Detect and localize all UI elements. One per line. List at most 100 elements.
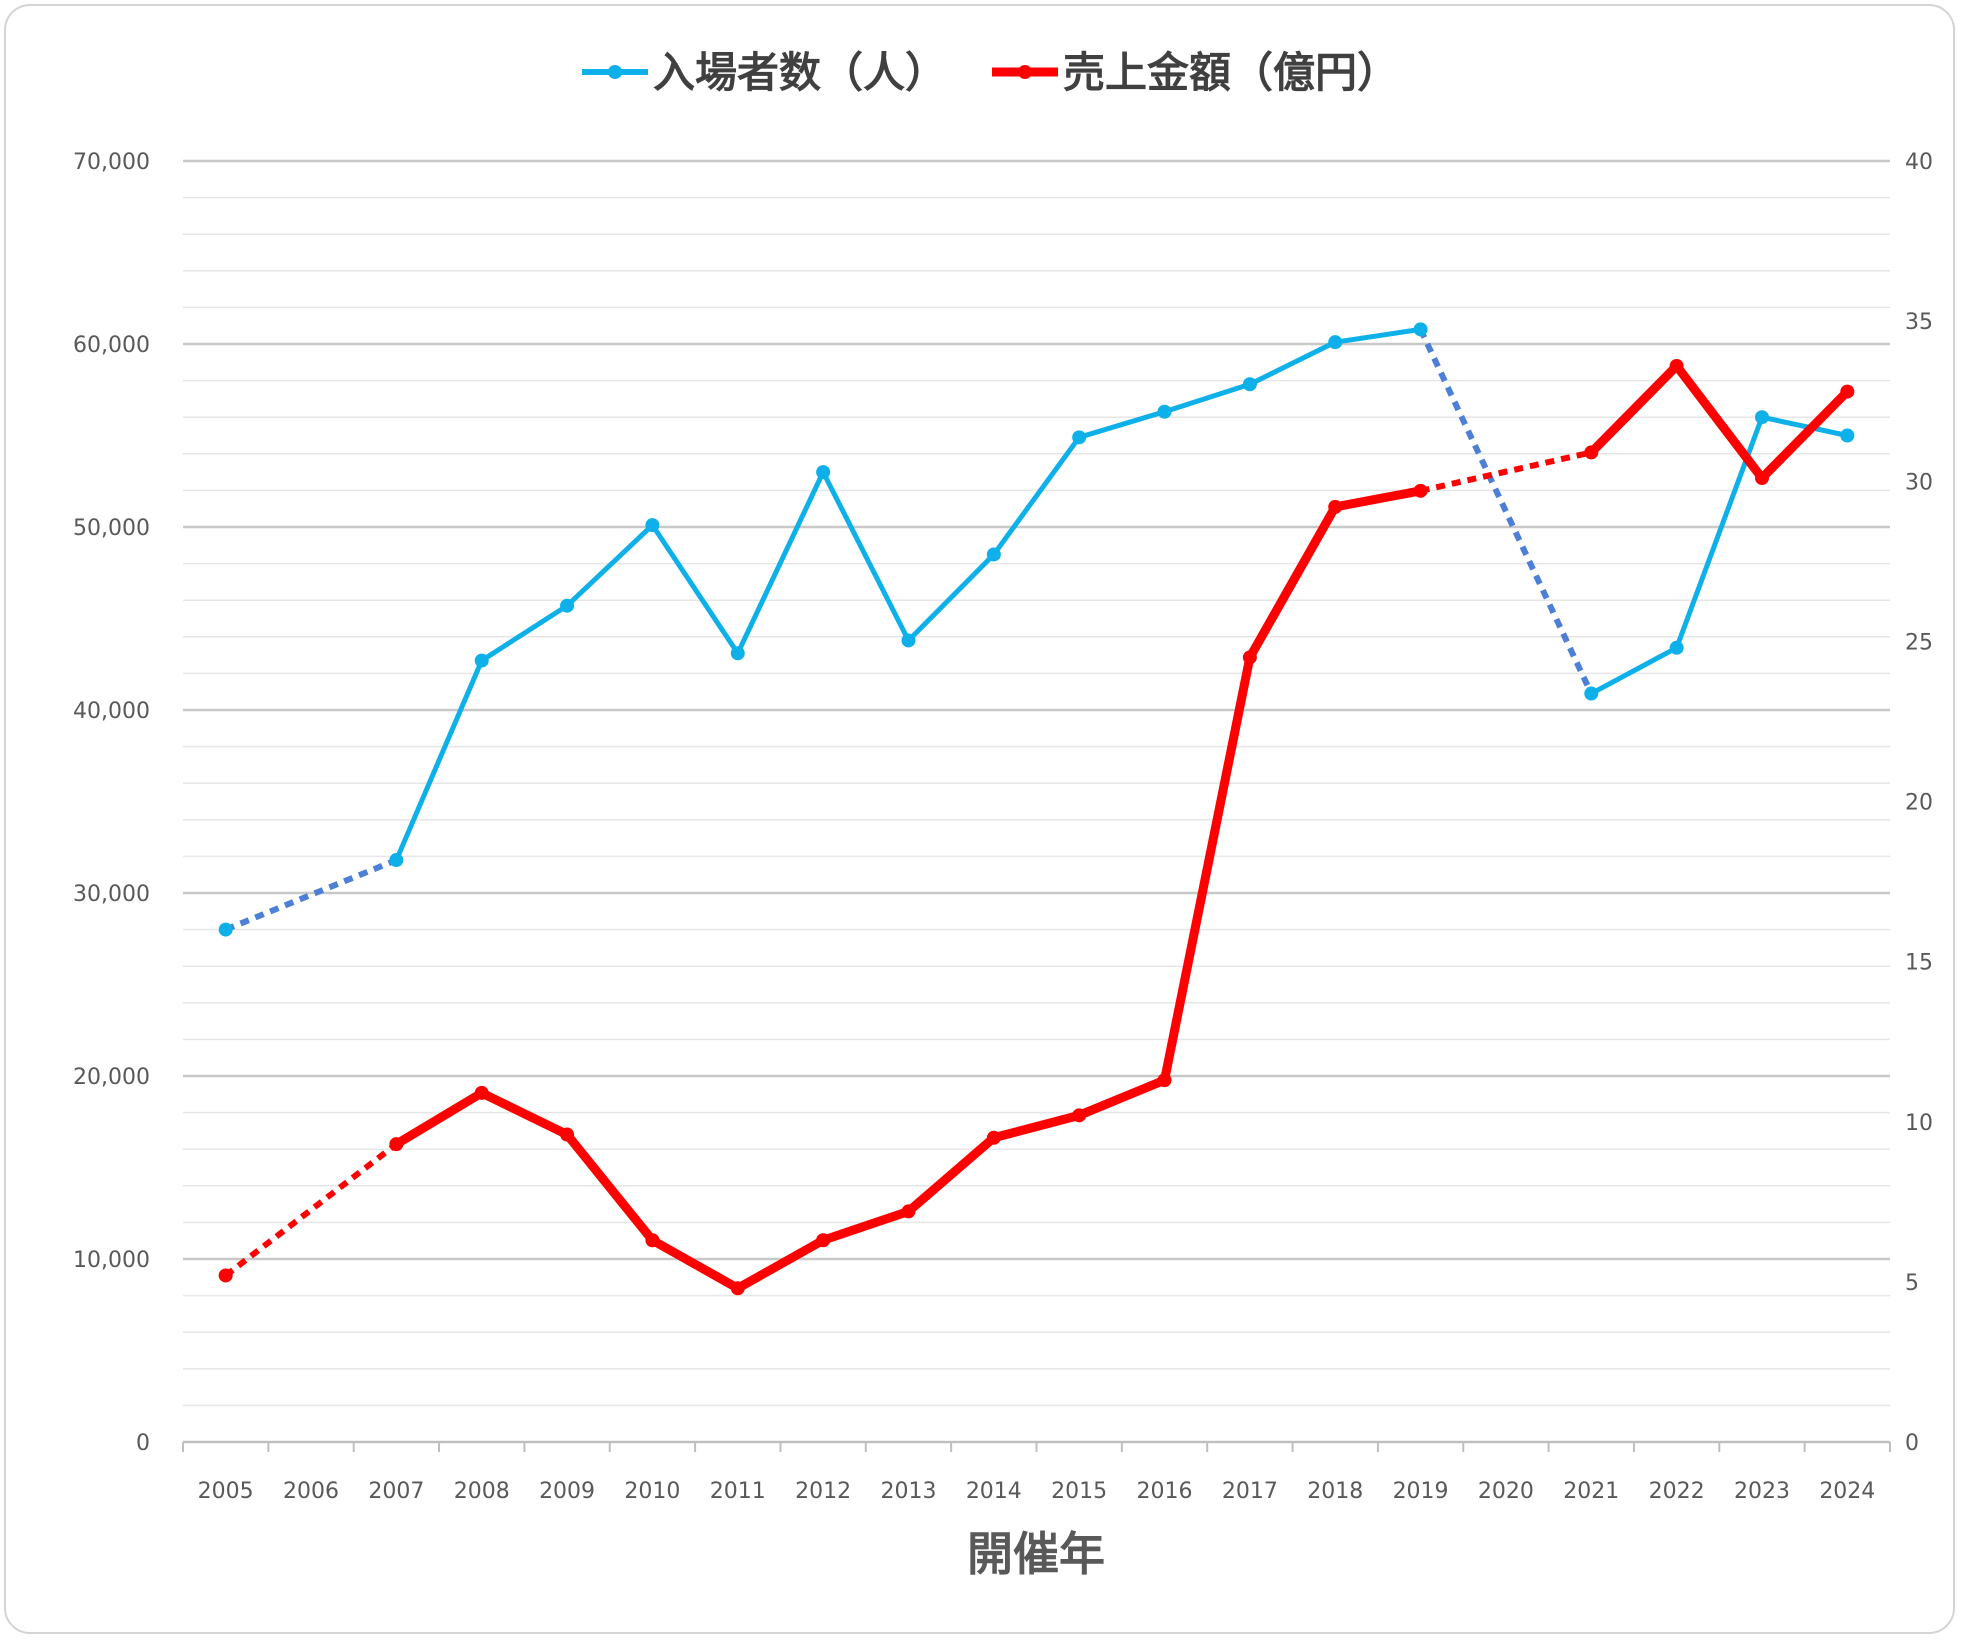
data-point [1328, 499, 1343, 514]
x-tick-label: 2010 [624, 1479, 680, 1504]
data-point [1072, 1108, 1087, 1123]
data-point [1840, 428, 1855, 443]
legend: 入場者数（人） 売上金額（億円） [582, 48, 1399, 97]
data-point [986, 1130, 1001, 1145]
data-point [218, 922, 233, 937]
right-y-tick-label: 25 [1905, 630, 1933, 655]
data-point [474, 1085, 489, 1100]
series-segment [479, 603, 570, 664]
left-y-tick-label: 70,000 [73, 150, 150, 175]
series-segment [903, 1133, 999, 1216]
series-segment [647, 1235, 743, 1293]
legend-marker-sales [1018, 65, 1032, 79]
legend-marker-visitors [608, 65, 622, 79]
series-segment [1759, 414, 1850, 438]
data-point [1242, 377, 1257, 392]
data-point [645, 518, 660, 533]
x-tick-label: 2006 [283, 1479, 339, 1504]
right-y-tick-label: 20 [1905, 791, 1933, 816]
series-segment [1247, 339, 1338, 387]
series-segment [1332, 326, 1424, 345]
x-tick-label: 2022 [1649, 1479, 1705, 1504]
left-y-tick-label: 50,000 [73, 516, 150, 541]
data-point [560, 598, 575, 613]
series-segment [1330, 486, 1426, 512]
series-segment [649, 522, 741, 656]
right-y-tick-label: 40 [1905, 150, 1933, 175]
x-tick-label: 2008 [454, 1479, 510, 1504]
right-y-tick-label: 5 [1905, 1271, 1919, 1296]
data-point [1328, 335, 1343, 350]
series-segment [1586, 361, 1682, 457]
left-y-tick-label: 20,000 [73, 1065, 150, 1090]
series-segment [393, 658, 485, 863]
data-point [986, 547, 1001, 562]
left-y-tick-label: 60,000 [73, 333, 150, 358]
grid-lines [183, 159, 1890, 1444]
data-point [218, 1268, 233, 1283]
data-point [1584, 686, 1599, 701]
legend-entry-visitors: 入場者数（人） [582, 48, 947, 97]
data-point [1669, 640, 1684, 655]
left-y-tick-label: 40,000 [73, 699, 150, 724]
x-tick-label: 2019 [1393, 1479, 1449, 1504]
series-segment [1245, 502, 1340, 662]
x-tick-label: 2017 [1222, 1479, 1278, 1504]
right-y-tick-label: 15 [1905, 951, 1933, 976]
data-point [816, 1233, 831, 1248]
series-segment [1672, 361, 1767, 483]
x-tick-label: 2011 [710, 1479, 766, 1504]
series-segment [735, 469, 826, 656]
x-tick-label: 2021 [1563, 1479, 1619, 1504]
right-y-axis: 0 5 10 15 20 25 30 35 40 [1905, 150, 1933, 1456]
series-segment [989, 1110, 1084, 1143]
x-tick-label: 2016 [1137, 1479, 1193, 1504]
right-y-tick-label: 0 [1905, 1431, 1919, 1456]
x-tick-label: 2012 [795, 1479, 851, 1504]
legend-label-sales: 売上金額（億円） [1063, 48, 1399, 97]
series-lines [218, 322, 1855, 1296]
series-segment [1076, 409, 1168, 440]
data-point [1242, 650, 1257, 665]
data-point [389, 1137, 404, 1152]
series-segment [391, 1088, 487, 1149]
series-segment [733, 1235, 828, 1293]
data-point [1072, 430, 1087, 445]
data-point [389, 853, 404, 868]
series-segment [818, 1206, 913, 1245]
legend-label-visitors: 入場者数（人） [653, 48, 947, 97]
series-segment [820, 469, 911, 643]
x-tick-label: 2007 [368, 1479, 424, 1504]
data-point [901, 633, 916, 648]
x-tick-label: 2014 [966, 1479, 1022, 1504]
legend-entry-sales: 売上金額（億円） [992, 48, 1399, 97]
series-segment [564, 522, 655, 609]
data-point [730, 1281, 745, 1296]
series-sales [218, 358, 1855, 1296]
right-y-tick-label: 35 [1905, 310, 1933, 335]
data-point [474, 653, 489, 668]
data-point [1584, 445, 1599, 460]
data-point [560, 1127, 575, 1142]
data-point [1840, 384, 1855, 399]
series-segment [1074, 1075, 1170, 1120]
left-y-tick-label: 30,000 [73, 882, 150, 907]
series-gap-segment [223, 1141, 399, 1278]
series-gap-segment [1419, 449, 1592, 494]
x-tick-label: 2020 [1478, 1479, 1534, 1504]
series-segment [1674, 414, 1765, 651]
data-point [645, 1233, 660, 1248]
data-point [901, 1204, 916, 1219]
right-y-tick-label: 10 [1905, 1111, 1933, 1136]
data-point [1669, 358, 1684, 373]
x-tick-label: 2024 [1819, 1479, 1875, 1504]
series-segment [1588, 645, 1680, 697]
data-point [1157, 404, 1172, 419]
left-y-tick-label: 0 [136, 1431, 150, 1456]
series-segment [991, 434, 1082, 557]
left-y-tick-label: 10,000 [73, 1248, 150, 1273]
x-tick-label: 2009 [539, 1479, 595, 1504]
series-segment [477, 1088, 572, 1140]
x-tick-label: 2015 [1051, 1479, 1107, 1504]
